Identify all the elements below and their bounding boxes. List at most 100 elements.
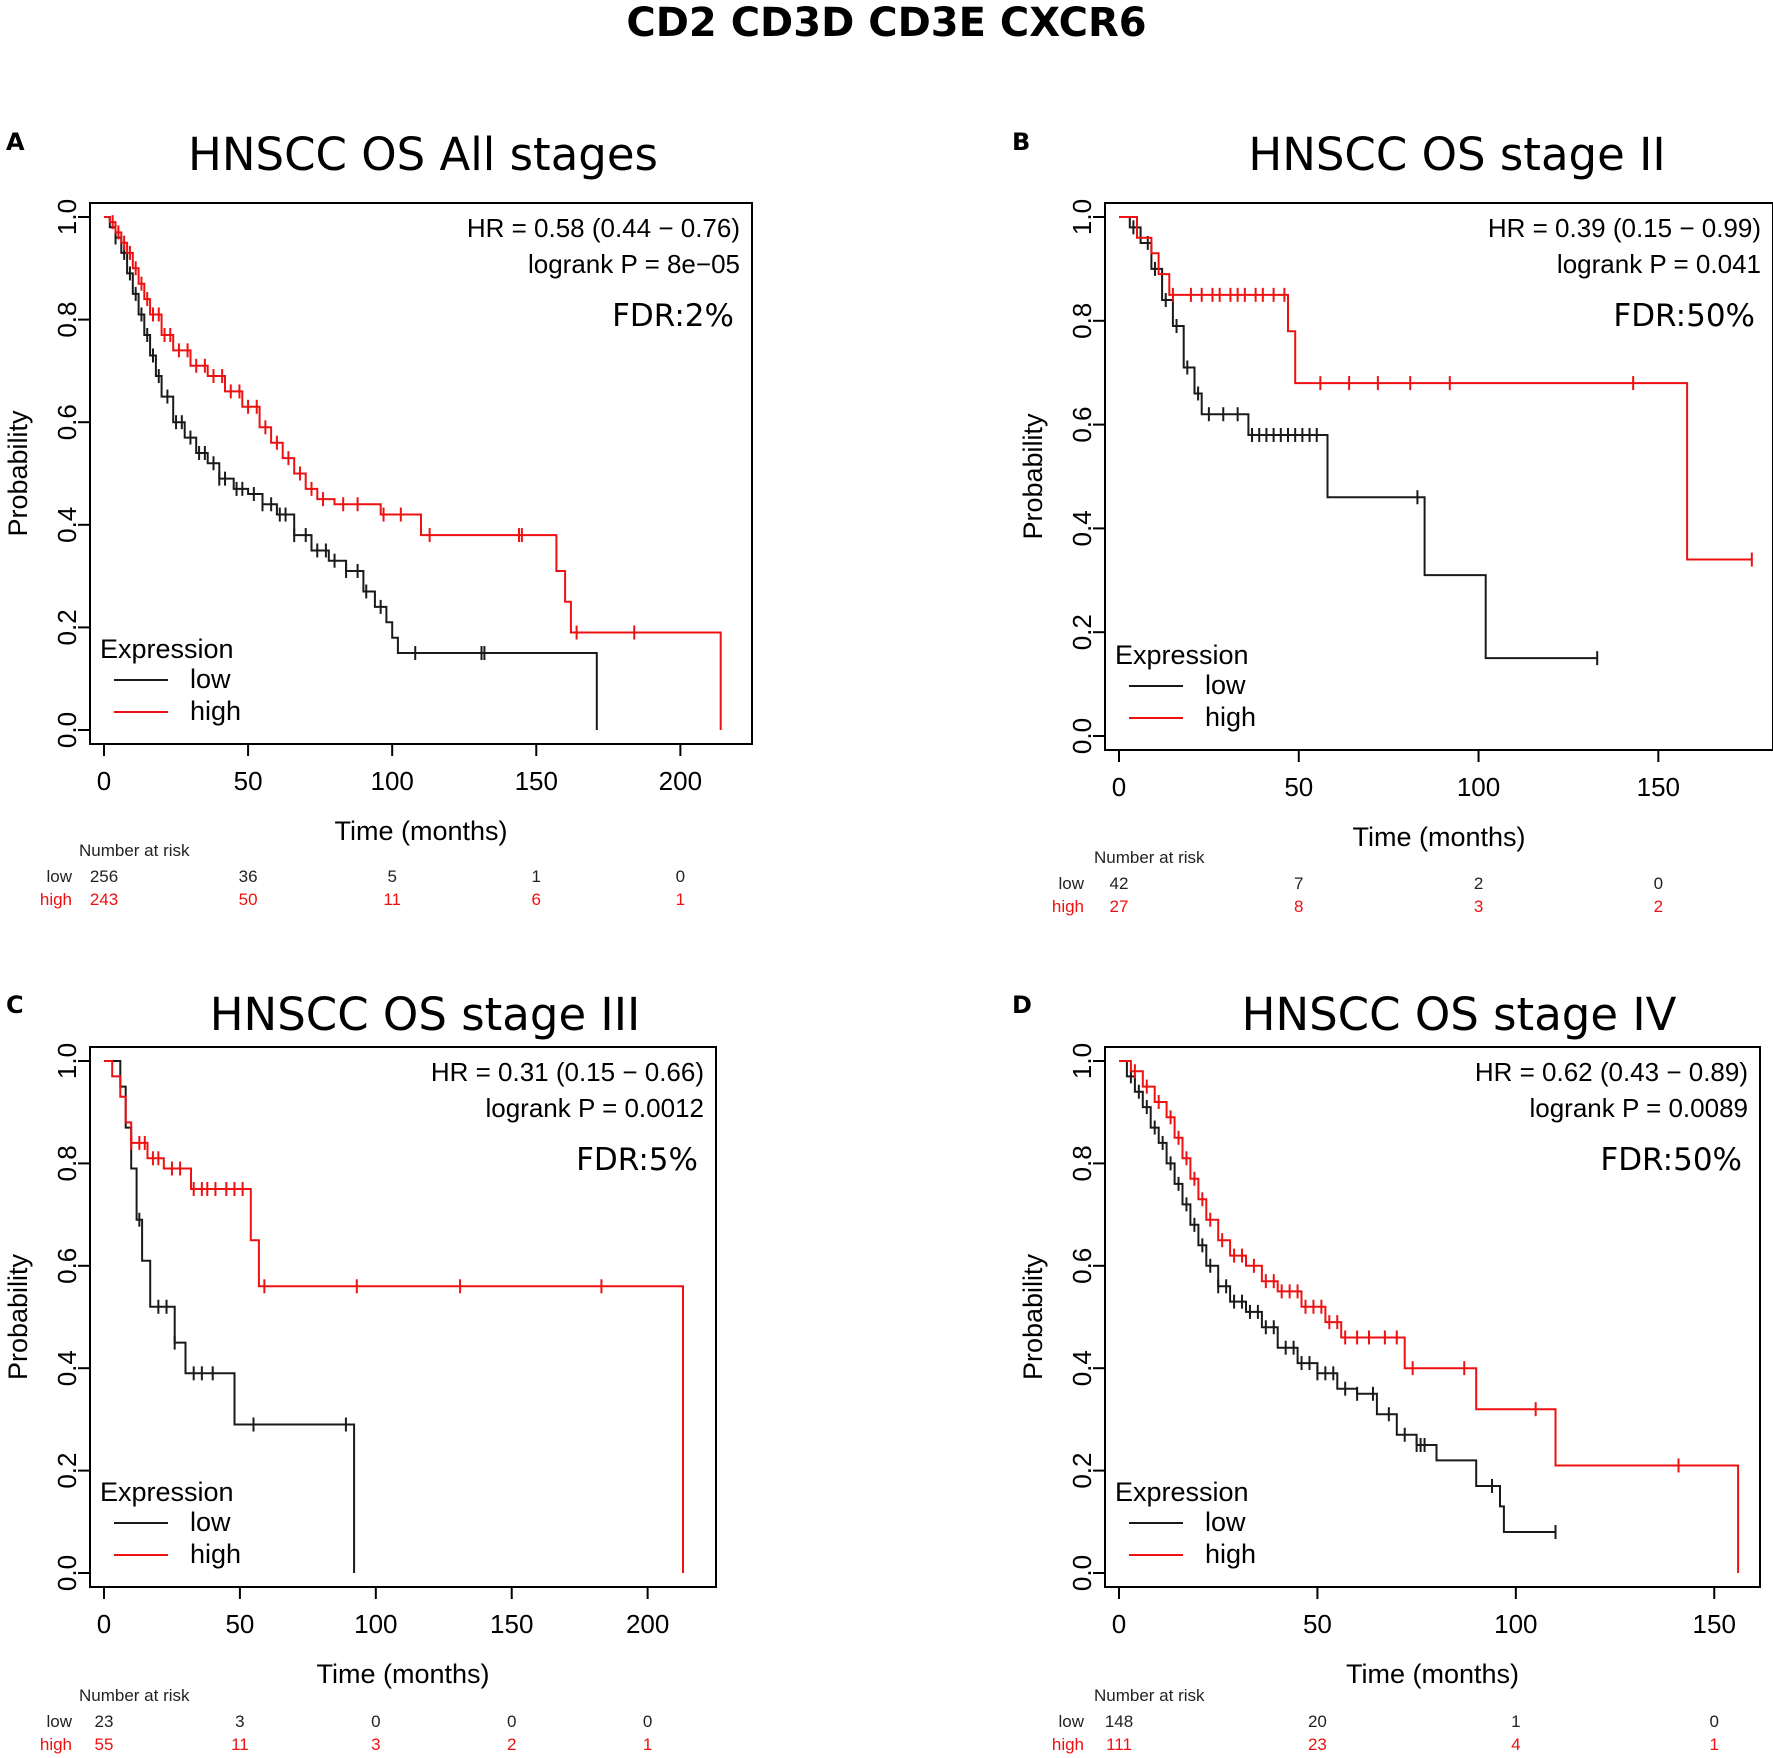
x-tick-label: 150 (1693, 1609, 1736, 1639)
legend-label-low: low (1205, 670, 1246, 700)
hazard-ratio: HR = 0.31 (0.15 − 0.66) (431, 1057, 704, 1087)
y-axis-label: Probability (1018, 413, 1048, 540)
risk-count-high: 1 (676, 890, 685, 909)
plot-frame (1104, 202, 1773, 751)
risk-count-high: 27 (1110, 897, 1129, 916)
legend-label-high: high (1205, 702, 1256, 732)
risk-table-header: Number at risk (1094, 1686, 1205, 1705)
risk-count-low: 2 (1474, 874, 1483, 893)
fdr-value: FDR:50% (1613, 298, 1755, 334)
y-tick-label: 0.6 (52, 1248, 82, 1284)
x-tick-label: 50 (1284, 772, 1313, 802)
y-tick-label: 0.4 (1067, 1350, 1097, 1386)
x-tick-label: 0 (1112, 772, 1126, 802)
survival-curve-high (1119, 216, 1752, 561)
x-tick-label: 0 (1112, 1609, 1126, 1639)
risk-row-label-low: low (46, 1712, 72, 1731)
hazard-ratio: HR = 0.39 (0.15 − 0.99) (1488, 213, 1761, 243)
x-tick-label: 0 (97, 1609, 111, 1639)
y-tick-label: 0.4 (52, 507, 82, 543)
x-axis-label: Time (months) (1346, 1659, 1519, 1689)
legend-label-high: high (190, 696, 241, 726)
panel-letter: A (6, 128, 25, 156)
panel-letter: D (1012, 991, 1032, 1019)
risk-table-header: Number at risk (79, 1686, 190, 1705)
y-tick-label: 0.0 (1067, 1555, 1097, 1591)
panel-title: HNSCC OS stage II (1248, 128, 1665, 181)
risk-count-high: 243 (90, 890, 118, 909)
fdr-value: FDR:5% (576, 1142, 698, 1178)
logrank-p: logrank P = 0.0089 (1529, 1093, 1748, 1123)
risk-count-high: 1 (643, 1735, 652, 1754)
y-tick-label: 0.8 (52, 302, 82, 338)
fdr-value: FDR:2% (612, 298, 734, 334)
y-tick-label: 0.2 (52, 1453, 82, 1489)
risk-row-label-high: high (40, 890, 72, 909)
panel-title: HNSCC OS All stages (188, 128, 658, 181)
x-tick-label: 150 (490, 1609, 533, 1639)
risk-count-high: 3 (1474, 897, 1483, 916)
y-tick-label: 0.2 (1067, 1453, 1097, 1489)
x-tick-label: 50 (1303, 1609, 1332, 1639)
y-tick-label: 1.0 (52, 1043, 82, 1079)
risk-row-label-high: high (1052, 897, 1084, 916)
x-tick-label: 200 (626, 1609, 669, 1639)
figure-title: CD2 CD3D CD3E CXCR6 (626, 0, 1147, 46)
risk-count-low: 148 (1105, 1712, 1133, 1731)
legend-title: Expression (1115, 640, 1249, 670)
x-tick-label: 100 (354, 1609, 397, 1639)
risk-count-low: 0 (371, 1712, 380, 1731)
risk-count-high: 6 (532, 890, 541, 909)
risk-count-high: 11 (231, 1735, 249, 1754)
legend-title: Expression (100, 634, 234, 664)
risk-count-low: 3 (235, 1712, 244, 1731)
y-axis-label: Probability (3, 1253, 33, 1380)
risk-count-low: 0 (643, 1712, 652, 1731)
legend-label-high: high (1205, 1539, 1256, 1569)
x-tick-label: 50 (225, 1609, 254, 1639)
survival-curve-low (1119, 216, 1598, 660)
risk-count-low: 7 (1294, 874, 1303, 893)
plot-frame (89, 202, 753, 745)
risk-count-high: 50 (239, 890, 258, 909)
plot-frame (1104, 1046, 1761, 1588)
x-tick-label: 150 (515, 766, 558, 796)
hazard-ratio: HR = 0.62 (0.43 − 0.89) (1475, 1057, 1748, 1087)
logrank-p: logrank P = 8e−05 (528, 249, 740, 279)
x-tick-label: 50 (234, 766, 263, 796)
risk-row-label-low: low (1058, 874, 1084, 893)
risk-row-label-high: high (1052, 1735, 1084, 1754)
y-tick-label: 0.0 (52, 712, 82, 748)
y-tick-label: 0.8 (1067, 303, 1097, 339)
y-tick-label: 1.0 (1067, 199, 1097, 235)
legend-label-low: low (1205, 1507, 1246, 1537)
risk-count-low: 23 (95, 1712, 114, 1731)
risk-row-label-low: low (1058, 1712, 1084, 1731)
y-tick-label: 0.4 (52, 1350, 82, 1386)
risk-count-high: 3 (371, 1735, 380, 1754)
x-tick-label: 200 (659, 766, 702, 796)
panel-letter: B (1012, 128, 1030, 156)
risk-count-high: 11 (383, 890, 401, 909)
risk-count-low: 0 (507, 1712, 516, 1731)
x-tick-label: 100 (1494, 1609, 1537, 1639)
x-axis-label: Time (months) (334, 816, 507, 846)
y-tick-label: 1.0 (52, 199, 82, 235)
risk-count-high: 8 (1294, 897, 1303, 916)
risk-count-high: 4 (1511, 1735, 1520, 1754)
logrank-p: logrank P = 0.0012 (485, 1093, 704, 1123)
y-tick-label: 0.8 (52, 1145, 82, 1181)
survival-curve-high (104, 1060, 684, 1573)
risk-count-high: 55 (95, 1735, 114, 1754)
plot-frame (89, 1046, 717, 1588)
risk-count-low: 20 (1308, 1712, 1327, 1731)
risk-row-label-low: low (46, 867, 72, 886)
logrank-p: logrank P = 0.041 (1557, 249, 1761, 279)
legend-label-high: high (190, 1539, 241, 1569)
risk-count-high: 23 (1308, 1735, 1327, 1754)
y-tick-label: 0.6 (52, 404, 82, 440)
panel-title: HNSCC OS stage III (210, 988, 641, 1041)
x-axis-label: Time (months) (316, 1659, 489, 1689)
